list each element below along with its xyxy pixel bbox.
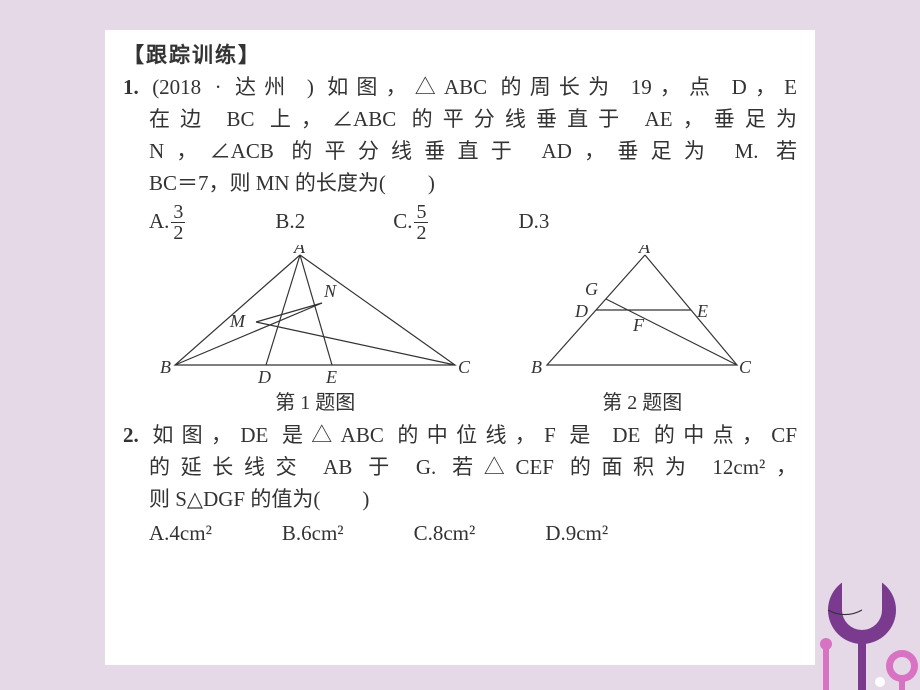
svg-text:D: D [257, 367, 271, 387]
svg-text:D: D [574, 301, 588, 321]
svg-text:B: B [160, 357, 171, 377]
svg-text:G: G [585, 279, 598, 299]
svg-text:B: B [531, 357, 542, 377]
q1-options: A. 32 B. 2 C. 52 D. 3 [123, 202, 797, 243]
fig1-block: A B C D E M N 第 1 题图 [160, 245, 470, 418]
svg-text:N: N [323, 281, 337, 301]
heading: 【跟踪训练】 [123, 40, 797, 72]
q2-line3: 则 S△DGF 的值为( ) [123, 484, 797, 516]
q1-line3: N，∠ACB 的平分线垂直于 AD，垂足为 M. 若 [123, 136, 797, 168]
svg-text:F: F [632, 315, 645, 335]
q2-line2: 的延长线交 AB 于 G. 若△CEF 的面积为 12cm²， [123, 452, 797, 484]
svg-text:M: M [229, 311, 246, 331]
svg-text:A: A [638, 245, 651, 257]
fig2-caption: 第 2 题图 [525, 388, 760, 418]
q2-optD: D. 9cm² [545, 518, 608, 550]
q1-line2: 在边 BC 上，∠ABC 的平分线垂直于 AE，垂足为 [123, 104, 797, 136]
q2-options: A. 4cm² B. 6cm² C. 8cm² D. 9cm² [123, 518, 797, 550]
svg-text:A: A [293, 245, 306, 257]
q1-optA: A. 32 [149, 202, 187, 243]
q1-optC: C. 52 [393, 202, 430, 243]
q2-optC: C. 8cm² [414, 518, 476, 550]
q2-optA: A. 4cm² [149, 518, 212, 550]
fig2-block: A B C D E G F 第 2 题图 [525, 245, 760, 418]
q1-line1: 1. (2018 · 达州 ) 如图，△ABC 的周长为 19，点 D，E [123, 72, 797, 104]
figures-row: A B C D E M N 第 1 题图 A B C D E [123, 245, 797, 418]
q2-optB: B. 6cm² [282, 518, 344, 550]
q2-text1: 如图，DE 是△ABC 的中位线，F 是 DE 的中点，CF [152, 423, 797, 447]
q1-optD: D. 3 [518, 206, 549, 238]
q2-line1: 2. 如图，DE 是△ABC 的中位线，F 是 DE 的中点，CF [123, 420, 797, 452]
svg-text:E: E [325, 367, 337, 387]
svg-text:E: E [696, 301, 708, 321]
fig1-caption: 第 1 题图 [160, 388, 470, 418]
fig1-svg: A B C D E M N [160, 245, 470, 390]
fig2-svg: A B C D E G F [525, 245, 760, 390]
q1-text1: (2018 · 达州 ) 如图，△ABC 的周长为 19，点 D，E [152, 75, 797, 99]
svg-text:C: C [739, 357, 752, 377]
q1-number: 1. [123, 75, 139, 99]
q1-line4: BC＝7，则 MN 的长度为( ) [123, 168, 797, 200]
q1-optB: B. 2 [275, 206, 305, 238]
content-box: 【跟踪训练】 1. (2018 · 达州 ) 如图，△ABC 的周长为 19，点… [105, 30, 815, 665]
q2-number: 2. [123, 423, 139, 447]
svg-text:C: C [458, 357, 470, 377]
